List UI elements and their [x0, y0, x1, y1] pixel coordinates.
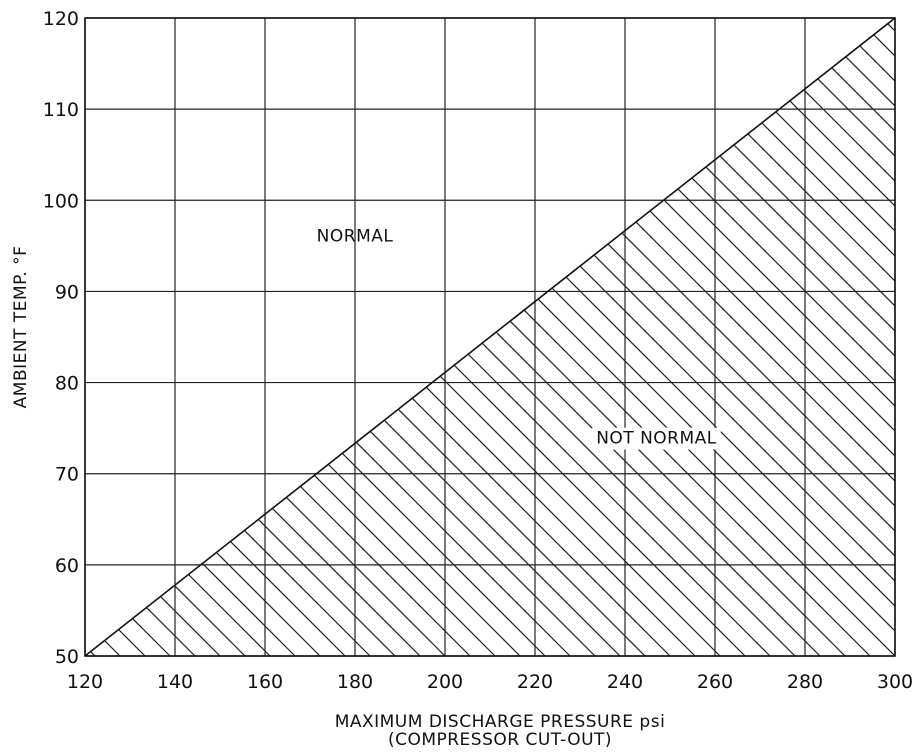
y-tick-label: 60: [55, 555, 79, 577]
hatch-line: [781, 18, 895, 656]
hatch-line: [85, 18, 396, 656]
hatch-line: [856, 18, 895, 656]
x-tick-label: 280: [787, 671, 823, 693]
not-normal-label-background: [592, 427, 721, 450]
hatch-line: [85, 18, 221, 656]
hatch-line: [881, 18, 895, 656]
normal-region-label: NORMAL: [317, 226, 394, 246]
hatch-line: [85, 18, 271, 656]
hatch-line: [85, 18, 371, 656]
hatch-line: [85, 18, 671, 656]
hatch-line: [85, 18, 346, 656]
hatch-line: [756, 18, 895, 656]
not-normal-hatch: [85, 18, 915, 656]
x-tick-label: 120: [67, 671, 103, 693]
hatch-line: [506, 18, 895, 656]
x-tick-label: 220: [517, 671, 553, 693]
boundary-line: [84, 17, 896, 657]
not-normal-region-label: NOT NORMAL: [596, 429, 717, 449]
x-tick-label: 240: [607, 671, 643, 693]
x-tick-label: 180: [337, 671, 373, 693]
hatch-line: [85, 18, 546, 656]
hatch-line: [131, 18, 771, 656]
hatch-line: [206, 18, 846, 656]
y-tick-label: 100: [43, 190, 79, 212]
hatch-line: [606, 18, 895, 656]
hatch-line: [681, 18, 895, 656]
hatch-line: [181, 18, 821, 656]
hatch-line: [256, 18, 895, 656]
hatch-line: [806, 18, 895, 656]
hatch-line: [556, 18, 895, 656]
x-axis-sublabel: (COMPRESSOR CUT-OUT): [388, 730, 612, 750]
y-axis-label: AMBIENT TEMP. °F: [11, 246, 31, 409]
hatch-line: [85, 18, 721, 656]
hatch-line: [106, 18, 746, 656]
hatch-line: [156, 18, 796, 656]
hatch-line: [907, 18, 915, 656]
y-tick-label: 110: [43, 99, 79, 121]
hatch-line: [731, 18, 895, 656]
y-tick-label: 70: [55, 464, 79, 486]
x-tick-label: 300: [877, 671, 913, 693]
x-tick-label: 200: [427, 671, 463, 693]
hatch-line: [85, 18, 696, 656]
y-tick-label: 120: [43, 8, 79, 30]
hatch-line: [85, 18, 596, 656]
hatch-line: [85, 18, 246, 656]
y-tick-label: 50: [55, 646, 79, 668]
y-tick-label: 90: [55, 281, 79, 303]
hatch-line: [406, 18, 895, 656]
y-tick-label: 80: [55, 373, 79, 395]
x-tick-label: 260: [697, 671, 733, 693]
plot-frame: [84, 17, 896, 657]
hatch-line: [656, 18, 895, 656]
x-axis-label: MAXIMUM DISCHARGE PRESSURE psi: [335, 712, 666, 732]
hatch-line: [706, 18, 895, 656]
x-tick-label: 140: [157, 671, 193, 693]
hatch-line: [85, 18, 621, 656]
x-tick-label: 160: [247, 671, 283, 693]
x-tick-labels: 120 140 160 180 200 220 240 260 280 300: [67, 671, 913, 693]
hatch-line: [356, 18, 895, 656]
hatch-line: [85, 18, 646, 656]
y-tick-labels: 50 60 70 80 90 100 110 120: [43, 8, 79, 668]
